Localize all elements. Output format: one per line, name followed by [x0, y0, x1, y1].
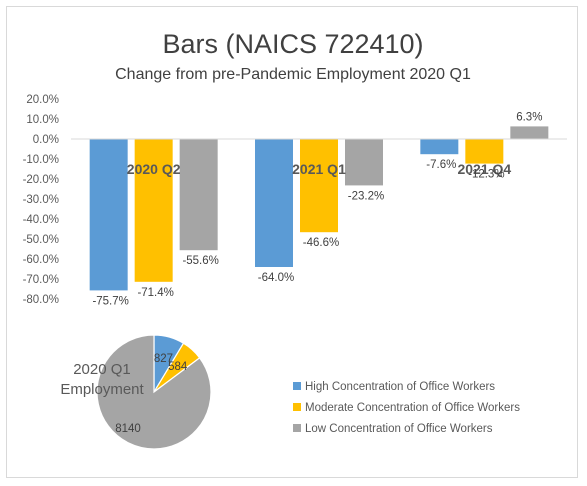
category-labels: 2020 Q2 2021 Q1 2021 Q4 [127, 161, 512, 177]
pie-title-line: Employment [60, 381, 144, 398]
bar [300, 139, 338, 233]
legend-label: Low Concentration of Office Workers [305, 423, 493, 435]
legend: High Concentration of Office Workers Mode… [293, 381, 520, 435]
bar-data-labels: -75.7% -71.4% -55.6% -64.0% -46.6% -23.2% -7.6… [92, 111, 542, 307]
bar-data-label: -46.6% [303, 237, 339, 249]
category-label: 2021 Q1 [292, 161, 346, 177]
pie-title-line: 2020 Q1 [73, 361, 131, 378]
bar-data-label: -12.3% [468, 169, 504, 181]
category-label: 2021 Q4 [457, 161, 511, 177]
bar-data-label: -7.6% [426, 159, 456, 171]
pie-value-label: 584 [168, 361, 188, 373]
y-tick-label: -40.0% [23, 214, 59, 226]
y-tick-label: 10.0% [26, 114, 59, 126]
y-tick-label: -30.0% [23, 194, 59, 206]
y-tick-label: -50.0% [23, 234, 59, 246]
bar [345, 139, 383, 186]
bar [420, 139, 459, 155]
bar-data-label: -55.6% [182, 255, 218, 267]
pie-value-label: 827 [154, 353, 173, 365]
y-tick-label: -60.0% [23, 254, 59, 266]
bar [510, 126, 549, 139]
chart-canvas: Bars (NAICS 722410) Change from pre-Pand… [23, 29, 567, 450]
y-tick-label: -70.0% [23, 274, 59, 286]
legend-label: Moderate Concentration of Office Workers [305, 402, 520, 414]
y-tick-label: 0.0% [33, 134, 59, 146]
category-label: 2020 Q2 [127, 161, 181, 177]
pie-slice [96, 334, 212, 450]
y-tick-label: -10.0% [23, 154, 59, 166]
chart-subtitle: Change from pre-Pandemic Employment 2020… [115, 66, 471, 83]
y-axis: 20.0% 10.0% 0.0% -10.0% -20.0% -30.0% -40.0% -5… [23, 94, 59, 306]
y-tick-label: -80.0% [23, 294, 59, 306]
bar-data-label: -64.0% [258, 272, 294, 284]
bar [179, 139, 218, 251]
legend-swatch [293, 424, 301, 432]
chart-title: Bars (NAICS 722410) [162, 29, 423, 59]
bar [89, 139, 128, 291]
bar [134, 139, 173, 282]
bar-data-label: -75.7% [92, 295, 128, 307]
bar-data-label: 6.3% [516, 111, 542, 123]
legend-swatch [293, 382, 301, 390]
y-tick-label: -20.0% [23, 174, 59, 186]
chart-area: Bars (NAICS 722410) Change from pre-Pand… [6, 6, 578, 478]
bar-data-label: -23.2% [348, 190, 384, 202]
bar-series-group [89, 126, 549, 291]
bar-data-label: -71.4% [137, 287, 173, 299]
legend-swatch [293, 403, 301, 411]
pie-value-label: 8140 [115, 423, 141, 435]
bar [255, 139, 293, 267]
y-tick-label: 20.0% [26, 94, 59, 106]
legend-label: High Concentration of Office Workers [305, 381, 495, 393]
bar [465, 139, 504, 164]
